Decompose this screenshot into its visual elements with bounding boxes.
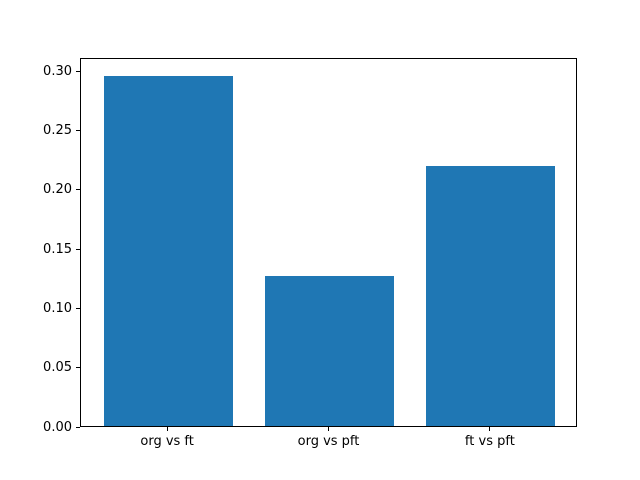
y-tick-label: 0.15 (43, 241, 72, 257)
y-tick-mark (76, 307, 80, 309)
x-tick-label: ft vs pft (464, 434, 515, 449)
x-tick-mark (328, 427, 329, 431)
bar-ft-vs-pft (426, 166, 556, 426)
y-tick-mark (76, 367, 80, 369)
y-tick-label: 0.20 (43, 182, 72, 198)
y-tick-label: 0.10 (43, 300, 72, 316)
x-tick-label: org vs pft (297, 434, 360, 449)
y-tick-mark (76, 70, 80, 72)
y-tick-label: 0.00 (43, 419, 72, 435)
y-tick-mark (76, 248, 80, 250)
y-tick-mark (76, 129, 80, 131)
bar-org-vs-ft (103, 75, 233, 426)
x-tick-mark (166, 427, 168, 431)
y-tick-mark (76, 189, 80, 191)
y-tick-mark (76, 426, 80, 428)
plot-area (80, 58, 577, 427)
y-tick-label: 0.05 (43, 360, 72, 376)
y-tick-label: 0.25 (43, 122, 72, 138)
x-tick-mark (489, 427, 491, 431)
x-tick-label: org vs ft (140, 434, 194, 449)
y-tick-label: 0.30 (43, 63, 72, 79)
bar-org-vs-pft (264, 276, 395, 426)
